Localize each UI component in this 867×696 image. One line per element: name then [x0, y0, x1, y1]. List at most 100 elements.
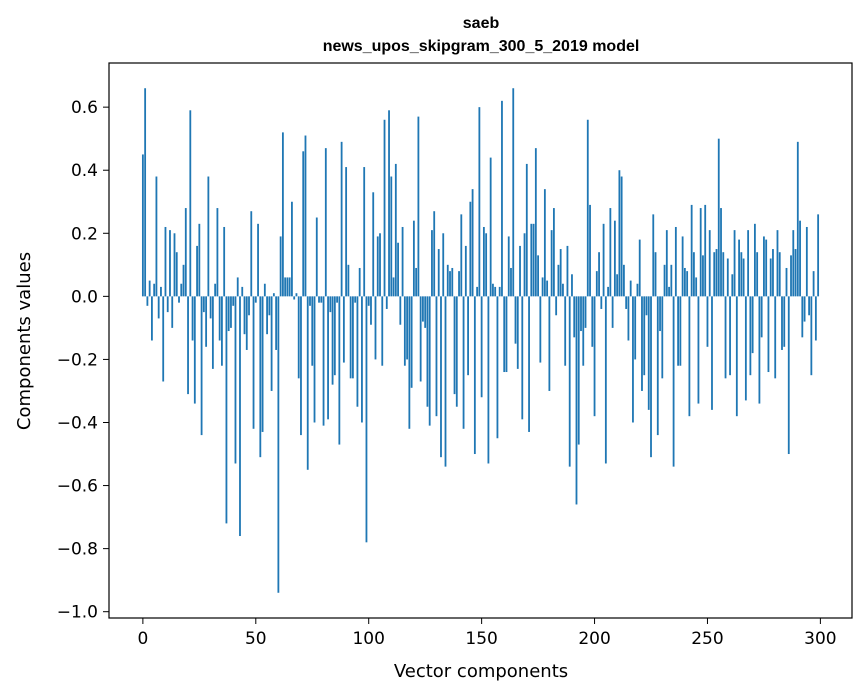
bar-component-109: [388, 110, 390, 297]
bar-component-12: [169, 230, 171, 297]
bar-component-296: [810, 296, 813, 376]
bar-component-115: [401, 226, 404, 297]
bar-component-96: [358, 267, 361, 297]
bar-component-226: [652, 214, 655, 297]
bar-component-179: [546, 280, 549, 297]
bar-component-201: [595, 271, 598, 297]
y-tick-label: 0.6: [71, 98, 98, 118]
bar-component-269: [749, 296, 752, 376]
bar-component-106: [381, 296, 384, 366]
bar-component-276: [765, 239, 768, 297]
bar-component-184: [557, 264, 560, 297]
y-axis: −1.0 −0.8 −0.6 −0.4 −0.2 0.0 0.2 0.4 0.6: [57, 98, 109, 623]
bar-component-101: [370, 296, 372, 325]
bar-component-174: [534, 148, 537, 297]
bar-component-65: [288, 277, 291, 297]
bar-component-297: [812, 271, 815, 297]
bar-component-114: [399, 296, 402, 325]
bar-component-41: [234, 296, 237, 464]
bar-component-88: [340, 141, 343, 297]
bar-component-288: [792, 230, 795, 297]
bar-component-20: [187, 296, 189, 395]
bar-component-208: [611, 296, 614, 328]
bar-component-149: [478, 107, 481, 297]
bar-component-170: [525, 163, 528, 297]
bar-component-46: [245, 296, 248, 350]
bar-component-232: [665, 230, 668, 297]
bar-component-105: [379, 233, 381, 297]
bar-component-202: [598, 252, 600, 297]
y-tick-label: 0.2: [71, 224, 98, 244]
chart-title: saeb: [463, 15, 500, 32]
bar-component-102: [372, 192, 375, 297]
plot-frame: [108, 62, 853, 619]
bar-component-265: [740, 252, 743, 297]
bar-component-279: [772, 249, 774, 297]
bar-component-225: [650, 296, 652, 458]
bar-component-195: [582, 296, 585, 366]
bar-component-231: [663, 264, 666, 297]
bar-component-131: [437, 249, 440, 297]
x-axis-label: Vector components: [394, 661, 568, 682]
bar-component-259: [726, 258, 729, 297]
bar-component-228: [656, 296, 659, 436]
bar-component-112: [394, 163, 397, 297]
bar-component-177: [541, 277, 544, 297]
bar-component-271: [753, 223, 756, 297]
bar-component-50: [254, 296, 257, 303]
bar-component-144: [467, 296, 469, 376]
bar-component-270: [751, 296, 754, 354]
bar-component-290: [796, 141, 799, 297]
x-tick-label: 300: [804, 629, 836, 649]
bar-component-294: [805, 226, 808, 297]
bar-component-153: [487, 296, 490, 464]
bar-component-169: [523, 233, 526, 297]
bar-component-9: [162, 296, 165, 382]
bar-component-196: [584, 296, 587, 328]
bar-component-244: [693, 252, 695, 297]
bar-component-161: [505, 296, 508, 373]
bar-component-282: [778, 252, 781, 297]
bar-component-224: [647, 296, 650, 410]
bar-component-198: [589, 204, 591, 297]
bar-component-95: [356, 296, 359, 407]
bar-component-278: [769, 258, 772, 297]
bar-component-90: [345, 167, 348, 297]
bar-component-221: [641, 296, 643, 391]
bar-component-62: [281, 132, 284, 297]
bar-component-189: [568, 296, 571, 467]
bar-component-21: [189, 110, 192, 297]
bars-group: [141, 88, 820, 593]
bar-component-257: [722, 252, 725, 297]
bar-component-262: [733, 230, 736, 297]
bar-component-164: [512, 88, 515, 297]
bar-component-150: [480, 296, 483, 398]
bar-component-273: [758, 296, 761, 404]
bar-component-206: [607, 286, 609, 297]
bar-component-47: [248, 296, 250, 316]
bar-component-253: [713, 252, 716, 297]
bar-component-51: [257, 223, 259, 297]
bar-component-73: [306, 296, 309, 470]
bar-component-266: [742, 258, 745, 297]
bar-component-91: [347, 264, 350, 297]
bar-component-19: [184, 208, 187, 297]
bar-component-215: [627, 296, 630, 341]
bar-component-154: [489, 157, 492, 297]
bar-component-219: [636, 283, 639, 297]
bar-component-75: [311, 296, 314, 366]
bar-component-13: [171, 296, 174, 328]
bar-component-190: [571, 274, 573, 297]
bar-component-10: [164, 226, 167, 297]
bar-component-267: [744, 296, 747, 401]
bar-component-264: [738, 239, 740, 297]
bar-component-69: [297, 296, 300, 379]
bar-component-35: [221, 296, 223, 366]
bar-component-137: [451, 267, 454, 297]
bar-component-42: [236, 277, 239, 297]
bar-component-171: [528, 296, 530, 432]
bar-component-263: [735, 296, 738, 417]
bar-component-285: [785, 267, 788, 297]
bar-component-132: [440, 296, 442, 458]
